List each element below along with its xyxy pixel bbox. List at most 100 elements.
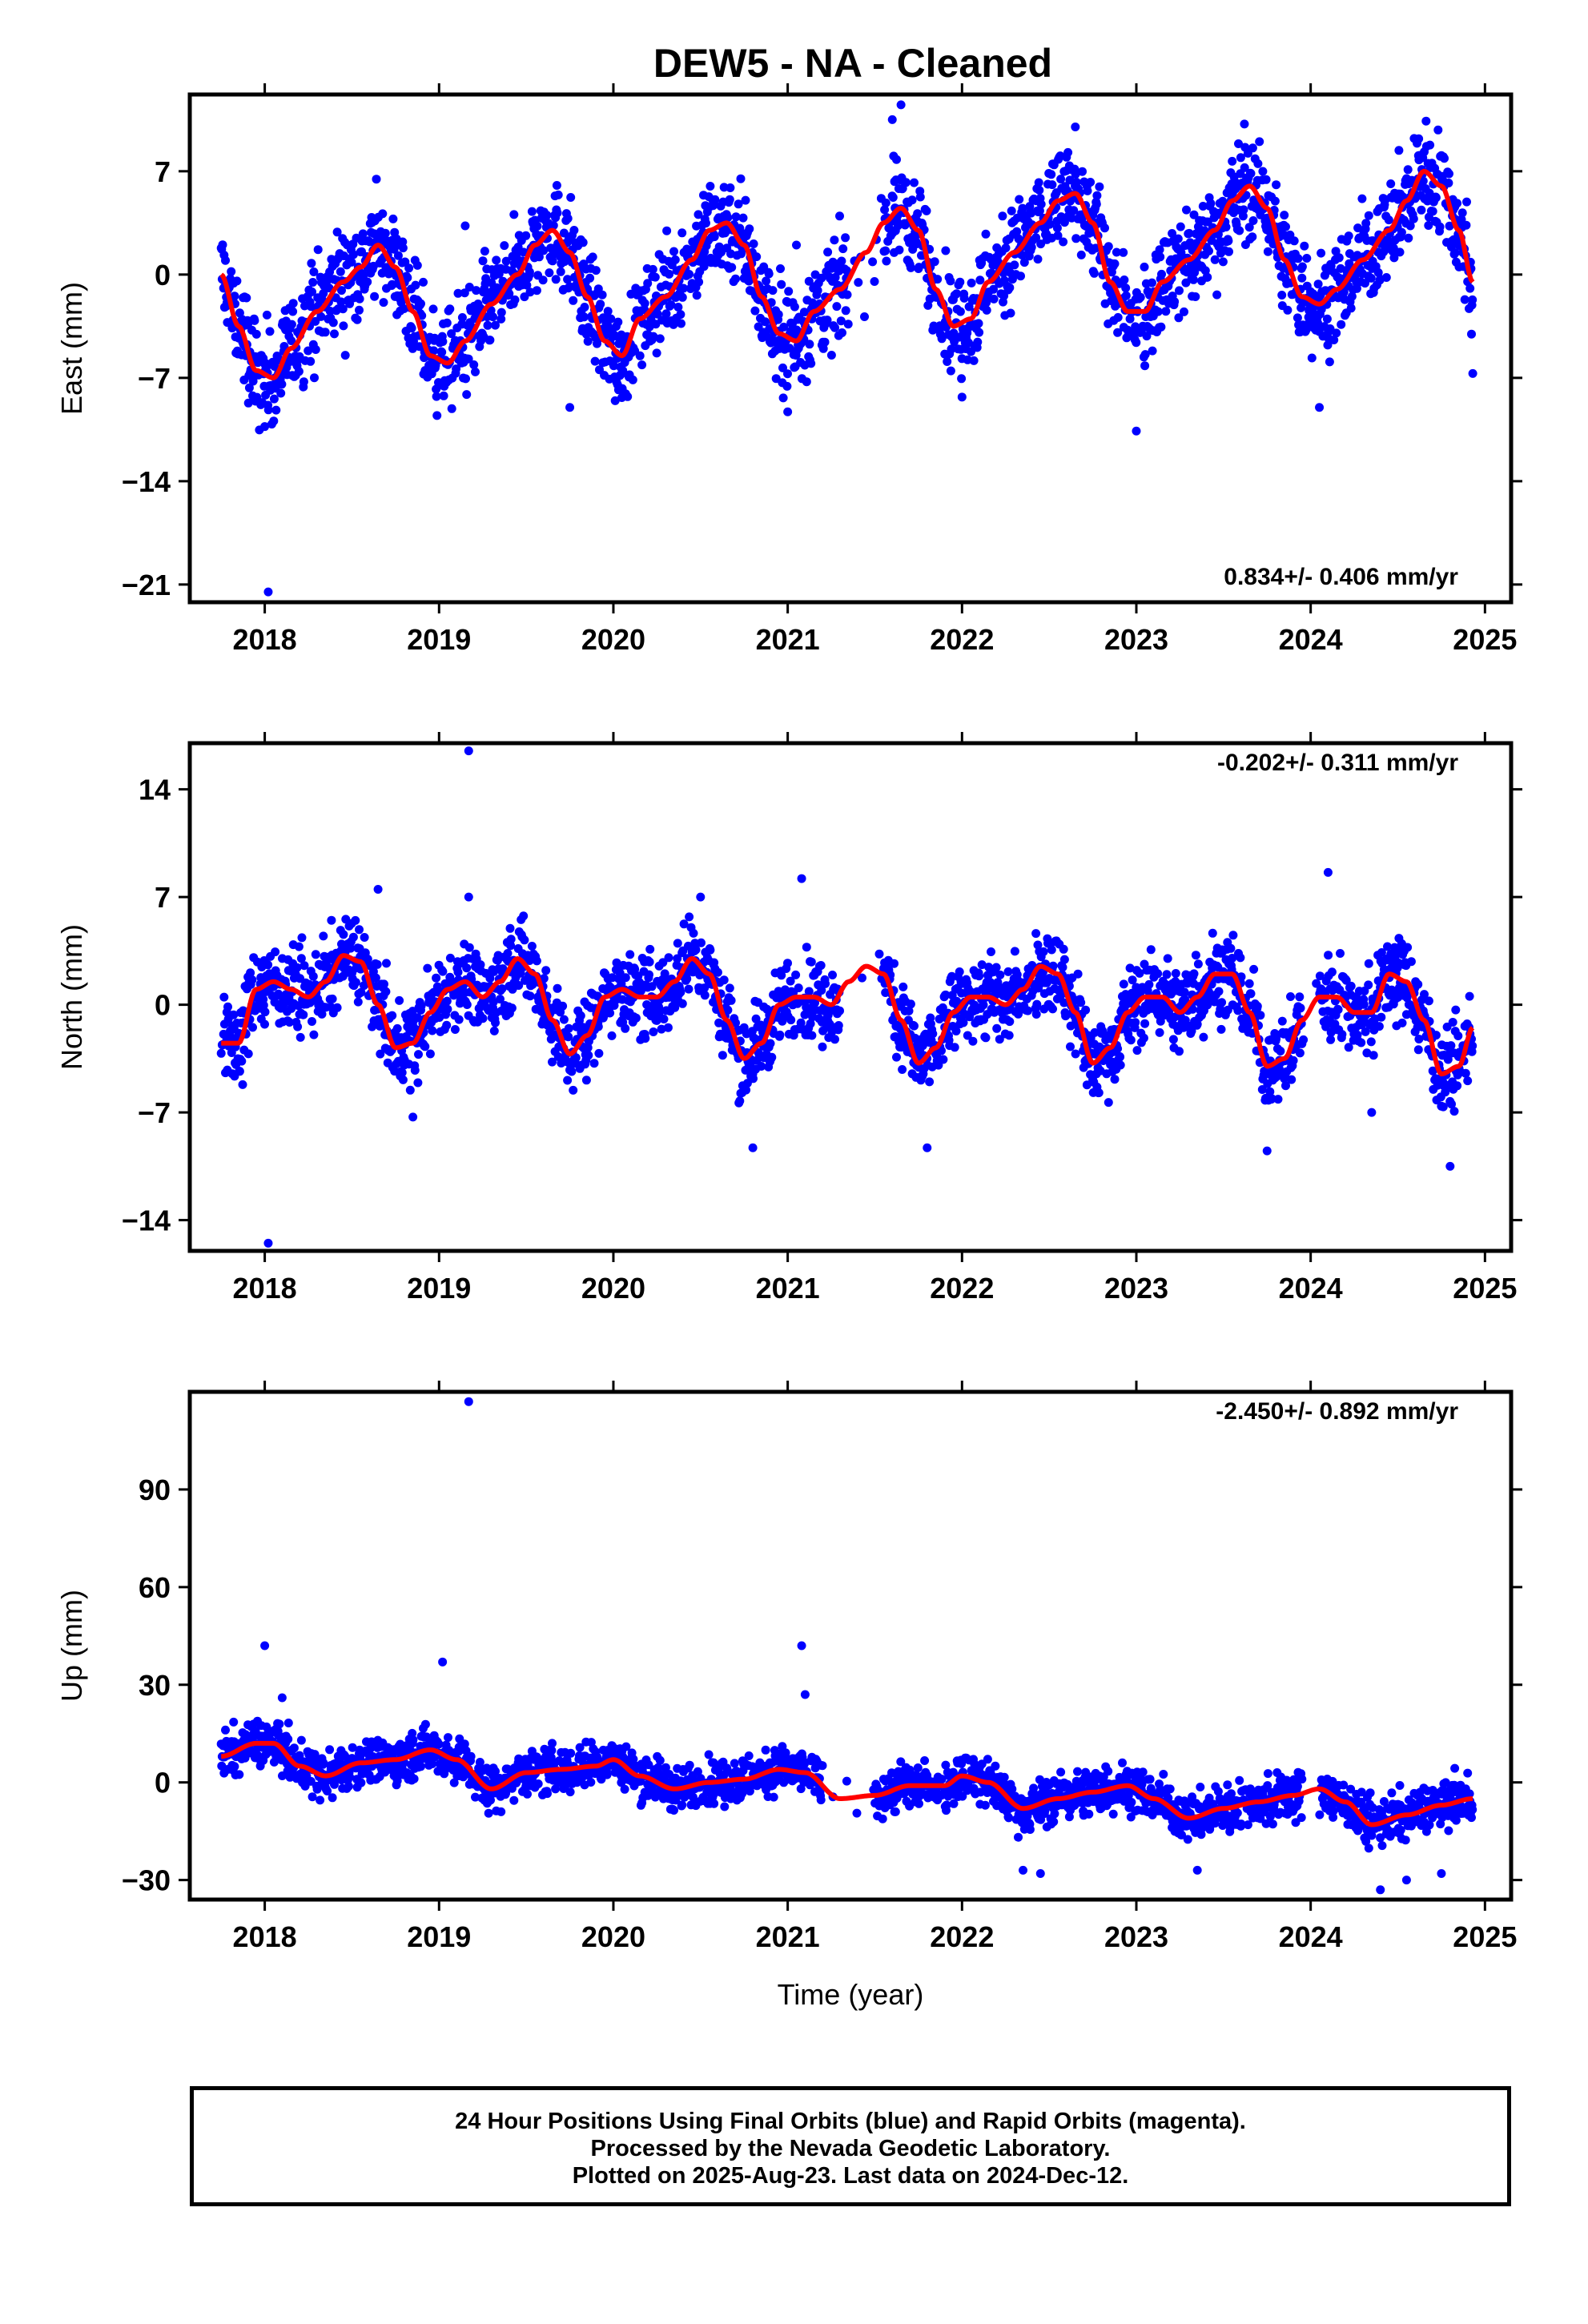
data-point bbox=[1252, 1002, 1262, 1011]
data-point bbox=[804, 987, 814, 996]
data-points bbox=[216, 1397, 1477, 1895]
data-point bbox=[288, 299, 298, 308]
data-point bbox=[525, 991, 535, 1001]
data-point bbox=[308, 1792, 317, 1802]
data-point bbox=[673, 954, 682, 963]
data-point bbox=[1280, 211, 1289, 220]
data-point bbox=[1061, 1011, 1071, 1020]
data-point bbox=[1073, 969, 1083, 979]
data-point bbox=[1027, 243, 1036, 252]
data-point bbox=[1140, 262, 1149, 271]
data-point bbox=[910, 178, 919, 187]
data-point bbox=[516, 968, 525, 978]
data-point bbox=[371, 973, 380, 983]
data-point bbox=[982, 305, 991, 315]
data-point bbox=[645, 970, 653, 979]
data-point bbox=[1418, 176, 1428, 186]
data-point bbox=[718, 1051, 727, 1060]
data-point bbox=[1221, 223, 1231, 231]
data-point bbox=[497, 984, 507, 994]
data-point bbox=[1126, 1035, 1136, 1045]
data-point bbox=[955, 967, 964, 976]
data-point bbox=[507, 1003, 517, 1013]
data-point bbox=[1059, 944, 1068, 954]
data-point bbox=[1203, 272, 1212, 282]
data-point bbox=[1188, 1004, 1197, 1014]
data-point bbox=[388, 1011, 397, 1020]
data-point bbox=[319, 931, 328, 941]
data-point bbox=[1239, 205, 1248, 215]
data-point bbox=[813, 286, 822, 296]
data-point bbox=[1352, 994, 1361, 1003]
data-point bbox=[1326, 261, 1336, 271]
data-point bbox=[741, 195, 750, 205]
data-point bbox=[768, 286, 778, 296]
velocity-annotation: -0.202+/- 0.311 mm/yr bbox=[1217, 750, 1458, 776]
data-point bbox=[1200, 266, 1210, 275]
data-point bbox=[221, 1725, 230, 1735]
data-point bbox=[356, 987, 366, 997]
data-point bbox=[817, 986, 826, 995]
data-point bbox=[489, 1026, 499, 1035]
data-point bbox=[1132, 338, 1141, 348]
data-point bbox=[992, 1023, 1002, 1033]
data-point bbox=[854, 278, 863, 287]
data-point bbox=[1161, 307, 1171, 316]
y-tick-label: 0 bbox=[155, 989, 171, 1022]
data-point bbox=[766, 1039, 775, 1048]
data-point bbox=[1344, 231, 1353, 241]
data-point bbox=[1296, 1003, 1305, 1013]
data-point bbox=[295, 1032, 305, 1042]
data-point bbox=[802, 377, 811, 387]
outlier-point bbox=[263, 587, 273, 597]
data-point bbox=[1366, 273, 1376, 283]
data-point bbox=[1255, 137, 1264, 147]
y-axis-label: North (mm) bbox=[55, 924, 88, 1070]
data-point bbox=[1258, 167, 1268, 176]
data-point bbox=[1389, 253, 1399, 263]
data-point bbox=[1333, 1005, 1343, 1015]
data-point bbox=[548, 256, 557, 266]
data-point bbox=[941, 990, 951, 999]
data-point bbox=[1386, 179, 1396, 188]
data-point bbox=[1175, 1047, 1184, 1056]
data-point bbox=[379, 298, 388, 308]
data-point bbox=[237, 1056, 247, 1066]
data-point bbox=[648, 264, 657, 274]
data-point bbox=[1091, 199, 1101, 209]
data-point bbox=[1361, 279, 1369, 288]
data-point bbox=[506, 935, 516, 944]
data-point bbox=[736, 174, 746, 183]
data-point bbox=[376, 1049, 385, 1059]
data-point bbox=[841, 233, 850, 243]
north-panel: 2018 2019 2020 2021 2022 2023 2024 20251470−7−1… bbox=[55, 732, 1522, 1305]
data-point bbox=[539, 974, 549, 983]
data-point bbox=[1413, 979, 1423, 989]
data-point bbox=[1265, 1087, 1275, 1096]
data-point bbox=[597, 290, 607, 300]
data-point bbox=[804, 276, 814, 286]
data-point bbox=[783, 959, 792, 968]
data-point bbox=[1414, 1035, 1424, 1043]
data-point bbox=[664, 953, 673, 963]
y-axis-label: East (mm) bbox=[55, 282, 88, 415]
data-point bbox=[583, 1043, 593, 1052]
data-point bbox=[734, 199, 743, 209]
data-point bbox=[1083, 186, 1092, 195]
data-point bbox=[1182, 205, 1191, 215]
data-point bbox=[1187, 1027, 1196, 1035]
data-point bbox=[447, 329, 456, 339]
data-point bbox=[328, 994, 337, 1003]
data-point bbox=[1293, 313, 1302, 323]
data-point bbox=[452, 364, 461, 374]
data-point bbox=[1058, 963, 1067, 972]
data-point bbox=[1175, 286, 1184, 296]
data-point bbox=[1210, 255, 1220, 264]
data-point bbox=[1453, 199, 1462, 208]
data-point bbox=[442, 318, 452, 328]
y-tick-label: −14 bbox=[122, 465, 171, 498]
data-point bbox=[1039, 947, 1048, 956]
data-point bbox=[450, 1025, 460, 1034]
data-point bbox=[782, 381, 792, 391]
outlier-point bbox=[373, 885, 383, 895]
